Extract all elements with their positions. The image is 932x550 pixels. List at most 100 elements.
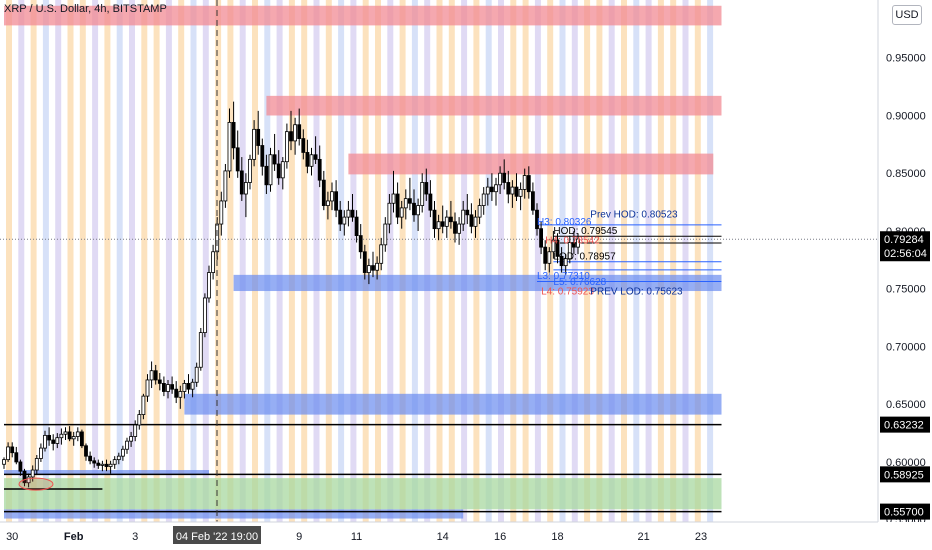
candle-down (153, 370, 158, 381)
candle-down (186, 383, 191, 390)
candle-up (55, 437, 60, 444)
candle-down (51, 439, 56, 444)
y-tick-label: 0.75000 (886, 284, 926, 296)
currency-button[interactable]: USD (892, 5, 922, 25)
level-label: HOD: 0.79545 (553, 226, 617, 237)
candle-down (235, 147, 240, 172)
candle-up (551, 239, 556, 253)
candle-up (227, 122, 232, 172)
session-stripe (288, 0, 295, 522)
candle-up (108, 463, 113, 467)
candle-down (412, 202, 416, 216)
candle-down (338, 209, 343, 225)
session-stripe (239, 0, 246, 522)
candle-up (309, 154, 314, 167)
session-stripe (645, 0, 652, 522)
price-badge-label: 0.63232 (884, 420, 924, 432)
session-stripe (670, 0, 677, 522)
session-stripe (67, 0, 74, 522)
candle-up (268, 154, 273, 186)
session-stripe (42, 0, 49, 522)
candle-up (166, 384, 170, 392)
candle-up (125, 440, 129, 450)
candle-up (116, 455, 121, 461)
candle-up (71, 436, 76, 440)
blue-zone (184, 393, 722, 415)
candle-down (535, 209, 539, 230)
session-stripe (116, 0, 123, 522)
candle-up (293, 124, 298, 142)
green-zone (4, 478, 722, 510)
candle-up (182, 383, 187, 392)
candle-down (395, 193, 400, 218)
session-stripe (190, 0, 197, 522)
candle-up (457, 223, 462, 234)
candle-up (30, 469, 35, 478)
candle-down (67, 431, 72, 440)
candle-down (489, 186, 494, 193)
candle-down (264, 165, 269, 186)
price-axis-bg (878, 0, 932, 550)
candle-up (375, 262, 380, 271)
candle-up (129, 436, 134, 442)
candle-up (284, 131, 289, 163)
candle-down (10, 446, 15, 454)
candle-up (399, 207, 404, 218)
candle-down (96, 462, 101, 466)
session-stripe (534, 0, 541, 522)
candle-up (178, 391, 183, 398)
candle-up (485, 186, 490, 195)
y-tick-label: 0.85000 (886, 168, 926, 180)
candle-down (526, 175, 531, 193)
session-stripe (633, 0, 640, 522)
candle-up (518, 188, 523, 197)
candle-up (145, 379, 150, 397)
session-stripe (485, 0, 492, 522)
price-badge (880, 503, 930, 520)
candle-up (383, 223, 388, 246)
blue-zone (4, 470, 209, 475)
x-tick-label: 11 (351, 531, 362, 543)
candle-up (325, 200, 330, 206)
price-badge-label: 0.55700 (884, 507, 924, 519)
candle-down (92, 460, 97, 464)
candle-down (276, 163, 281, 179)
session-stripe (153, 0, 160, 522)
candle-up (461, 209, 466, 225)
candle-up (576, 238, 580, 248)
blue-zone (4, 509, 464, 519)
candle-down (572, 242, 576, 248)
candle-down (428, 193, 433, 211)
chart-title: XRP / U.S. Dollar, 4h, BITSTAMP (4, 3, 167, 15)
candle-down (301, 138, 306, 153)
candle-up (100, 463, 105, 466)
candle-up (211, 251, 216, 273)
candle-down (174, 388, 179, 398)
candle-up (137, 414, 142, 426)
candle-up (190, 381, 195, 390)
x-tick-label: 9 (296, 531, 302, 543)
candle-up (342, 216, 347, 225)
current-price-label: 0.79284 (884, 234, 924, 246)
level-lines (4, 224, 722, 513)
candle-up (547, 251, 552, 264)
session-stripe (424, 0, 431, 522)
candle-down (239, 170, 244, 195)
session-stripe (411, 0, 418, 522)
candle-up (498, 172, 503, 186)
candle-up (243, 182, 248, 195)
session-stripe (350, 0, 357, 522)
level-label: H4: 0.78542 (545, 236, 600, 247)
level-label: LOD: 0.78957 (553, 252, 616, 263)
session-stripe (448, 0, 455, 522)
session-stripes (6, 0, 714, 522)
session-stripe (18, 0, 25, 522)
level-label: L4: 0.75923 (541, 286, 594, 297)
session-stripe (584, 0, 591, 522)
session-stripe (325, 0, 332, 522)
candle-up (198, 332, 203, 368)
candle-down (465, 209, 470, 216)
candle-down (321, 179, 326, 206)
